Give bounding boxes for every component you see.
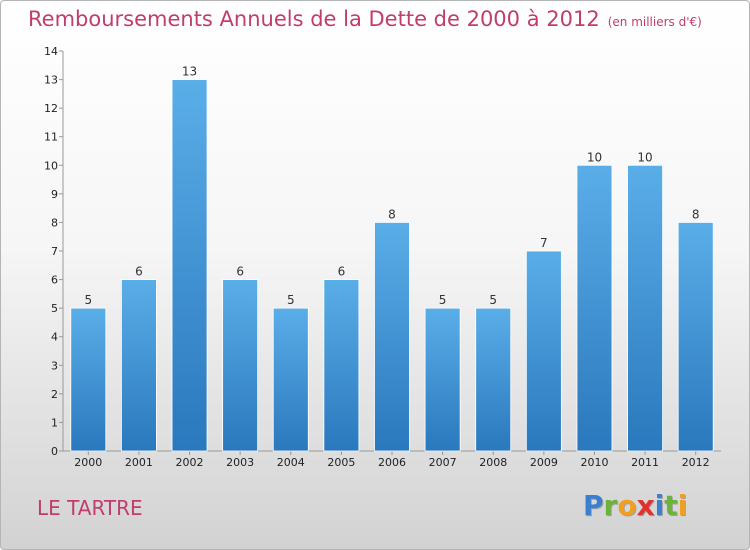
data-label-2008: 5: [489, 293, 497, 307]
data-label-2007: 5: [439, 293, 447, 307]
x-tick-label: 2008: [479, 456, 507, 469]
data-label-2003: 6: [236, 265, 244, 279]
proxiti-logo: Proxiti: [583, 489, 687, 522]
y-tick-label: 2: [51, 388, 58, 401]
data-label-2005: 6: [338, 265, 346, 279]
bar-2009: [525, 250, 562, 452]
bar-2008: [475, 307, 512, 452]
data-label-2012: 8: [692, 207, 700, 221]
x-tick-label: 2006: [378, 456, 406, 469]
data-label-2010: 10: [587, 150, 602, 164]
bars: [70, 79, 714, 452]
y-tick-label: 7: [51, 245, 58, 258]
x-tick-label: 2004: [277, 456, 305, 469]
logo-letter: P: [583, 489, 604, 522]
y-tick-label: 1: [51, 416, 58, 429]
bar-2001: [121, 279, 157, 452]
bar-2000: [70, 307, 107, 452]
x-tick-label: 2007: [429, 456, 457, 469]
data-label-2001: 6: [135, 265, 143, 279]
x-tick-label: 2003: [226, 456, 254, 469]
bar-2007: [424, 307, 461, 452]
x-tick-label: 2009: [530, 456, 558, 469]
y-tick-label: 13: [44, 74, 58, 87]
bar-2012: [677, 222, 714, 452]
data-labels: 5 6 13 6 5 6 8 5 5 7 10 10 8: [84, 65, 699, 308]
x-tick-label: 2010: [580, 456, 608, 469]
bar-2005: [323, 279, 360, 452]
x-tick-label: 2001: [125, 456, 153, 469]
unit-note: (en milliers d'€): [607, 15, 702, 29]
y-tick-label: 11: [44, 131, 58, 144]
bar-2002: [171, 79, 208, 452]
y-tick-label: 9: [51, 188, 58, 201]
bar-2010: [576, 164, 613, 452]
x-tick-label: 2000: [74, 456, 102, 469]
y-tick-label: 4: [51, 331, 58, 344]
y-tick-label: 0: [51, 445, 58, 458]
y-tick-label: 14: [44, 45, 58, 58]
bar-2003: [222, 279, 259, 452]
data-label-2000: 5: [84, 293, 92, 307]
data-label-2004: 5: [287, 293, 295, 307]
chart-title-text: Remboursements Annuels de la Dette de 20…: [28, 7, 600, 31]
logo-letter: o: [617, 489, 637, 522]
y-tick-label: 8: [51, 216, 58, 229]
data-label-2006: 8: [388, 207, 396, 221]
y-tick-label: 6: [51, 274, 58, 287]
logo-letter: i: [654, 489, 665, 522]
bar-2004: [272, 307, 309, 452]
logo-letter: x: [636, 489, 655, 522]
logo-letter: i: [677, 489, 688, 522]
x-tick-label: 2002: [176, 456, 204, 469]
x-tick-label: 2012: [682, 456, 710, 469]
y-tick-label: 5: [51, 302, 58, 315]
logo-letter: r: [603, 489, 618, 522]
x-tick-label: 2005: [327, 456, 355, 469]
data-label-2002: 13: [182, 65, 197, 79]
bar-2011: [627, 164, 663, 452]
bar-2006: [374, 222, 410, 452]
data-label-2009: 7: [540, 236, 548, 250]
data-label-2011: 10: [637, 150, 652, 164]
y-tick-label: 3: [51, 359, 58, 372]
y-tick-label: 12: [44, 102, 58, 115]
town-name: LE TARTRE: [37, 496, 143, 520]
logo-letter: t: [664, 489, 678, 522]
y-tick-label: 10: [44, 159, 58, 172]
chart-title: Remboursements Annuels de la Dette de 20…: [28, 7, 702, 31]
x-tick-label: 2011: [631, 456, 659, 469]
